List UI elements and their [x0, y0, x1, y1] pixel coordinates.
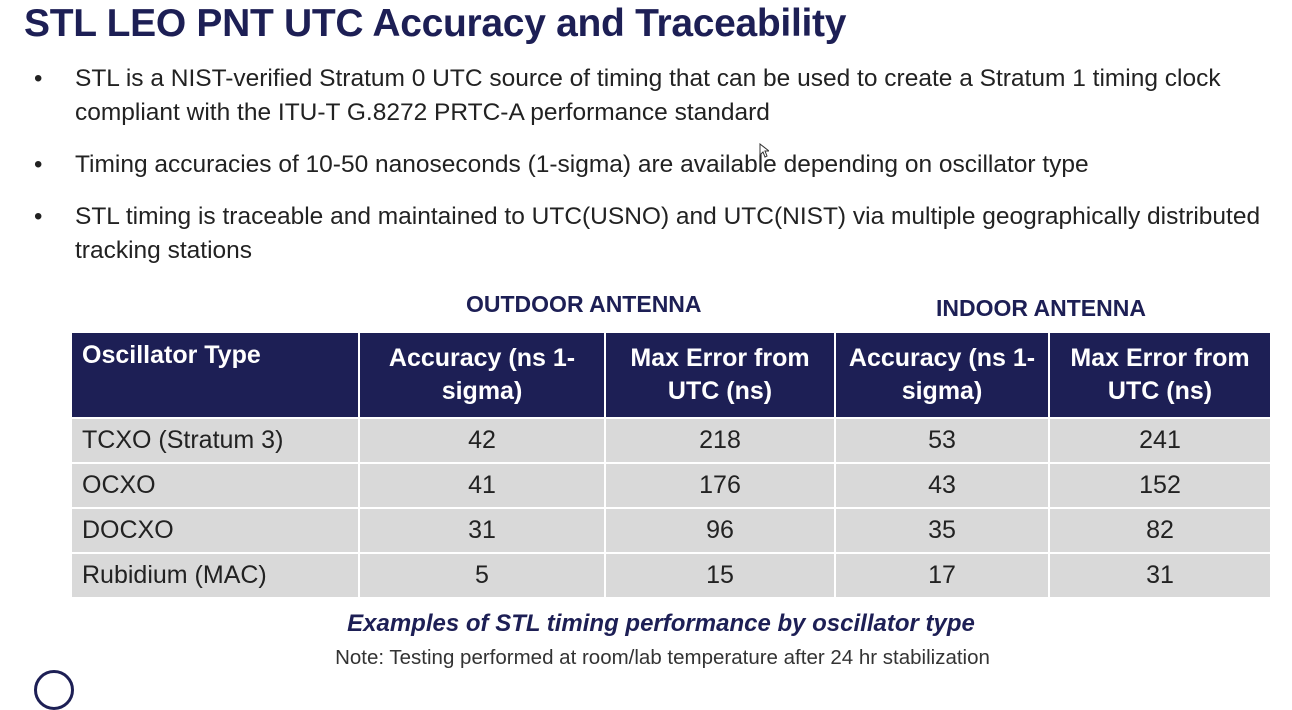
cell-oscillator: TCXO (Stratum 3)	[70, 417, 360, 464]
table-note: Note: Testing performed at room/lab temp…	[335, 646, 990, 669]
bullet-item: • Timing accuracies of 10-50 nanoseconds…	[34, 148, 1284, 182]
performance-table: Oscillator Type Accuracy (ns 1-sigma) Ma…	[70, 331, 1272, 599]
cell-indoor-max-error: 152	[1048, 462, 1272, 509]
bullet-list: • STL is a NIST-verified Stratum 0 UTC s…	[34, 62, 1284, 286]
cell-indoor-accuracy: 43	[834, 462, 1050, 509]
header-outdoor-accuracy: Accuracy (ns 1-sigma)	[358, 331, 606, 419]
cell-indoor-max-error: 31	[1048, 552, 1272, 599]
logo-icon	[34, 670, 74, 710]
cell-indoor-accuracy: 17	[834, 552, 1050, 599]
cell-indoor-accuracy: 35	[834, 507, 1050, 554]
bullet-dot: •	[34, 203, 43, 230]
bullet-item: • STL timing is traceable and maintained…	[34, 200, 1284, 268]
bullet-dot: •	[34, 65, 43, 92]
header-indoor-max-error: Max Error from UTC (ns)	[1048, 331, 1272, 419]
cell-indoor-max-error: 241	[1048, 417, 1272, 464]
table-caption: Examples of STL timing performance by os…	[347, 610, 975, 637]
cell-indoor-accuracy: 53	[834, 417, 1050, 464]
table-header-row: Oscillator Type Accuracy (ns 1-sigma) Ma…	[70, 331, 1272, 419]
mouse-cursor-icon	[759, 143, 769, 158]
cell-oscillator: Rubidium (MAC)	[70, 552, 360, 599]
cell-outdoor-accuracy: 41	[358, 462, 606, 509]
header-outdoor-max-error: Max Error from UTC (ns)	[604, 331, 836, 419]
bullet-text: STL timing is traceable and maintained t…	[75, 203, 1261, 264]
cell-indoor-max-error: 82	[1048, 507, 1272, 554]
cell-outdoor-accuracy: 31	[358, 507, 606, 554]
cell-oscillator: OCXO	[70, 462, 360, 509]
bullet-item: • STL is a NIST-verified Stratum 0 UTC s…	[34, 62, 1284, 130]
cell-outdoor-max-error: 218	[604, 417, 836, 464]
cell-outdoor-accuracy: 5	[358, 552, 606, 599]
cell-oscillator: DOCXO	[70, 507, 360, 554]
bullet-text: STL is a NIST-verified Stratum 0 UTC sou…	[75, 65, 1221, 126]
table-row: TCXO (Stratum 3) 42 218 53 241	[70, 417, 1272, 464]
outdoor-antenna-heading: OUTDOOR ANTENNA	[466, 291, 702, 317]
table-row: Rubidium (MAC) 5 15 17 31	[70, 552, 1272, 599]
cell-outdoor-max-error: 15	[604, 552, 836, 599]
cell-outdoor-max-error: 96	[604, 507, 836, 554]
slide-title: STL LEO PNT UTC Accuracy and Traceabilit…	[24, 2, 847, 45]
table-row: OCXO 41 176 43 152	[70, 462, 1272, 509]
header-indoor-accuracy: Accuracy (ns 1-sigma)	[834, 331, 1050, 419]
indoor-antenna-heading: INDOOR ANTENNA	[936, 295, 1146, 321]
header-oscillator-type: Oscillator Type	[70, 331, 360, 419]
cell-outdoor-max-error: 176	[604, 462, 836, 509]
cell-outdoor-accuracy: 42	[358, 417, 606, 464]
table-row: DOCXO 31 96 35 82	[70, 507, 1272, 554]
bullet-text: Timing accuracies of 10-50 nanoseconds (…	[75, 151, 1089, 178]
bullet-dot: •	[34, 151, 43, 178]
